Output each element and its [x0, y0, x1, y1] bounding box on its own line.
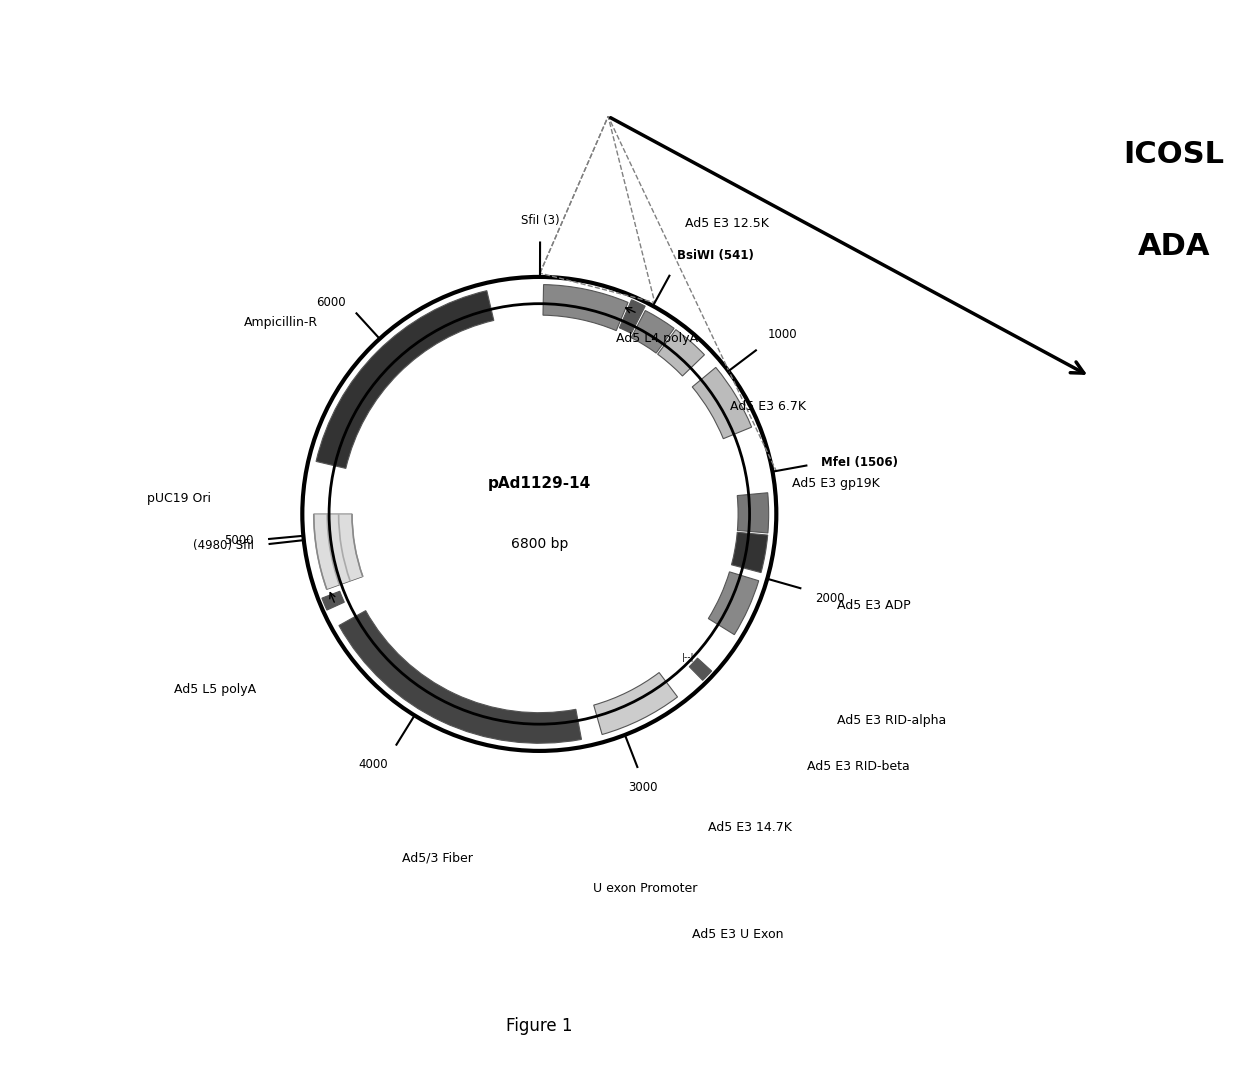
Text: BsiWI (541): BsiWI (541) [677, 249, 754, 262]
Text: 2000: 2000 [815, 592, 844, 605]
Text: Figure 1: Figure 1 [506, 1017, 573, 1036]
Text: ADA: ADA [1137, 232, 1210, 261]
Text: Ad5 E3 6.7K: Ad5 E3 6.7K [730, 401, 806, 414]
Text: Ad5 L5 polyA: Ad5 L5 polyA [175, 683, 257, 696]
Text: |--|: |--| [682, 652, 694, 662]
Wedge shape [631, 310, 675, 353]
Wedge shape [316, 291, 494, 468]
Wedge shape [314, 514, 363, 589]
Text: SfiI (3): SfiI (3) [521, 215, 559, 228]
Wedge shape [620, 299, 645, 333]
Text: Ad5 E3 12.5K: Ad5 E3 12.5K [684, 217, 769, 230]
Wedge shape [543, 284, 629, 331]
Wedge shape [594, 673, 677, 734]
Text: pUC19 Ori: pUC19 Ori [146, 492, 211, 505]
Text: 6800 bp: 6800 bp [511, 538, 568, 551]
Text: 4000: 4000 [358, 758, 388, 771]
Text: Ad5 E3 14.7K: Ad5 E3 14.7K [708, 821, 791, 834]
Text: 5000: 5000 [224, 534, 254, 547]
Text: Ad5 L4 polyA: Ad5 L4 polyA [616, 331, 698, 344]
Wedge shape [738, 492, 769, 533]
Text: Ad5 E3 RID-alpha: Ad5 E3 RID-alpha [837, 713, 946, 726]
Wedge shape [339, 611, 582, 744]
Text: Ad5/3 Fiber: Ad5/3 Fiber [402, 852, 472, 865]
Text: 6000: 6000 [316, 295, 346, 308]
Text: Ampicillin-R: Ampicillin-R [243, 316, 317, 329]
Text: U exon Promoter: U exon Promoter [593, 882, 697, 895]
Text: Ad5 E3 gp19K: Ad5 E3 gp19K [791, 477, 879, 490]
Text: ICOSL: ICOSL [1123, 140, 1224, 169]
Wedge shape [732, 533, 768, 573]
Text: Ad5 E3 RID-beta: Ad5 E3 RID-beta [807, 760, 910, 773]
Wedge shape [657, 330, 704, 376]
Wedge shape [692, 367, 751, 439]
Text: (4980) SfiI: (4980) SfiI [193, 539, 254, 552]
Text: MfeI (1506): MfeI (1506) [821, 456, 899, 469]
Text: 3000: 3000 [629, 781, 657, 794]
Text: pAd1129-14: pAd1129-14 [487, 476, 591, 491]
Wedge shape [689, 658, 712, 681]
Wedge shape [708, 572, 759, 635]
Text: Ad5 E3 U Exon: Ad5 E3 U Exon [692, 928, 784, 941]
Text: 1000: 1000 [768, 328, 797, 341]
Text: Ad5 E3 ADP: Ad5 E3 ADP [837, 599, 911, 612]
Wedge shape [322, 591, 345, 610]
